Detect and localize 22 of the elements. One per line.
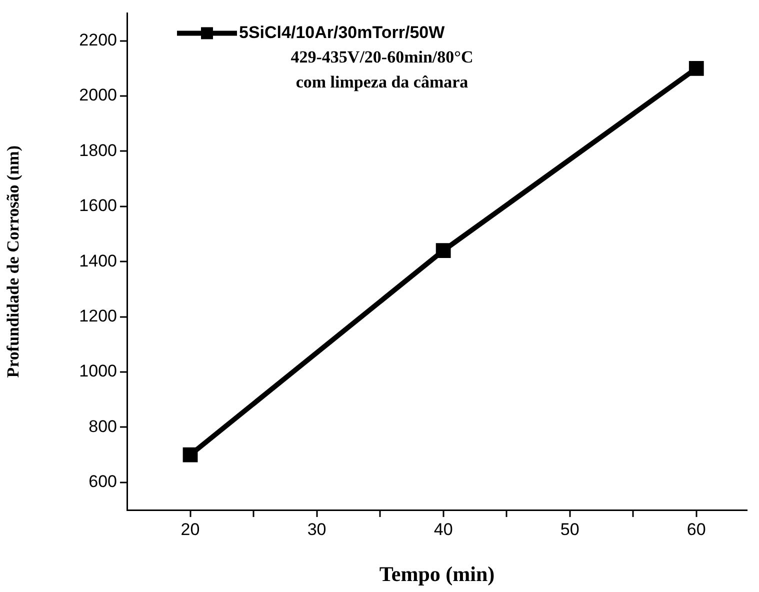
- y-tick-label: 1800: [79, 140, 117, 160]
- annotation: com limpeza da câmara: [296, 72, 469, 92]
- x-tick-label: 40: [434, 520, 453, 539]
- y-tick-label: 600: [88, 472, 117, 492]
- point: [688, 60, 704, 76]
- y-axis-title: Profundidade de Corrosão (nm): [4, 146, 23, 378]
- y-tick-label: 1200: [79, 306, 117, 326]
- y-tick-label: 1400: [79, 251, 117, 270]
- legend-label: 5SiCl4/10Ar/30mTorr/50W: [239, 22, 446, 42]
- annotation: 429-435V/20-60min/80°C: [290, 48, 474, 67]
- y-tick-label: 2000: [79, 86, 117, 105]
- point: [182, 447, 198, 462]
- x-tick-label: 50: [560, 520, 580, 539]
- point: [436, 243, 451, 258]
- y-tick-label: 800: [88, 416, 117, 436]
- y-tick-label: 1600: [79, 196, 117, 216]
- y-tick-label: 1000: [79, 362, 117, 381]
- x-tick-label: 30: [307, 520, 326, 539]
- y-tick-label: 2200: [79, 30, 117, 50]
- x-tick-label: 20: [180, 520, 200, 539]
- x-tick-label: 60: [686, 520, 706, 539]
- x-axis-title: Tempo (min): [379, 562, 495, 586]
